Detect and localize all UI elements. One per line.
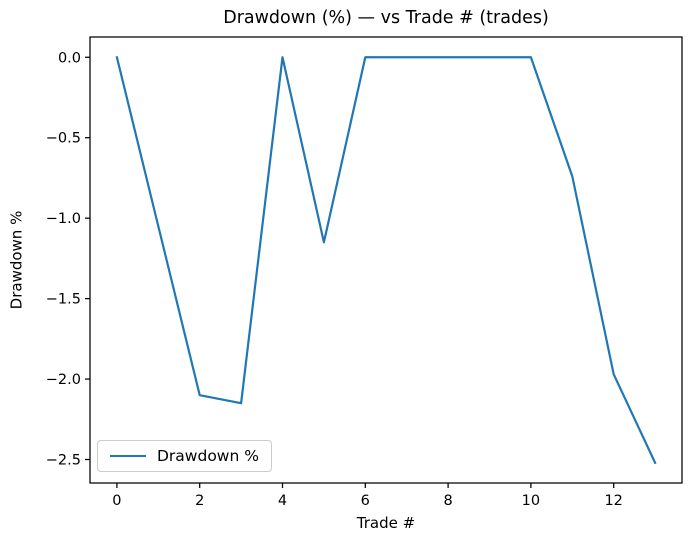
y-tick-label: −2.5: [46, 453, 81, 469]
x-tick-label: 2: [195, 493, 204, 509]
legend-line-icon: [110, 454, 146, 458]
y-tick-label: −0.5: [46, 131, 81, 147]
legend-label: Drawdown %: [157, 447, 259, 465]
y-tick-label: −1.0: [46, 211, 81, 227]
y-axis-label: Drawdown %: [7, 210, 26, 310]
chart-title: Drawdown (%) — vs Trade # (trades): [223, 8, 549, 28]
x-tick-label: 8: [443, 493, 452, 509]
x-tick-label: 12: [604, 493, 622, 509]
plot-frame: [89, 36, 683, 484]
x-tick-label: 0: [112, 493, 121, 509]
x-tick-label: 4: [278, 493, 287, 509]
y-tick-label: −2.0: [46, 372, 81, 388]
series-line-drawdown: [115, 55, 657, 465]
y-tick-label: −1.5: [46, 292, 81, 308]
x-tick-label: 10: [522, 493, 540, 509]
x-axis-label: Trade #: [356, 514, 416, 532]
legend: Drawdown %: [97, 440, 272, 472]
y-tick-label: 0.0: [58, 50, 81, 66]
x-tick-label: 6: [361, 493, 370, 509]
